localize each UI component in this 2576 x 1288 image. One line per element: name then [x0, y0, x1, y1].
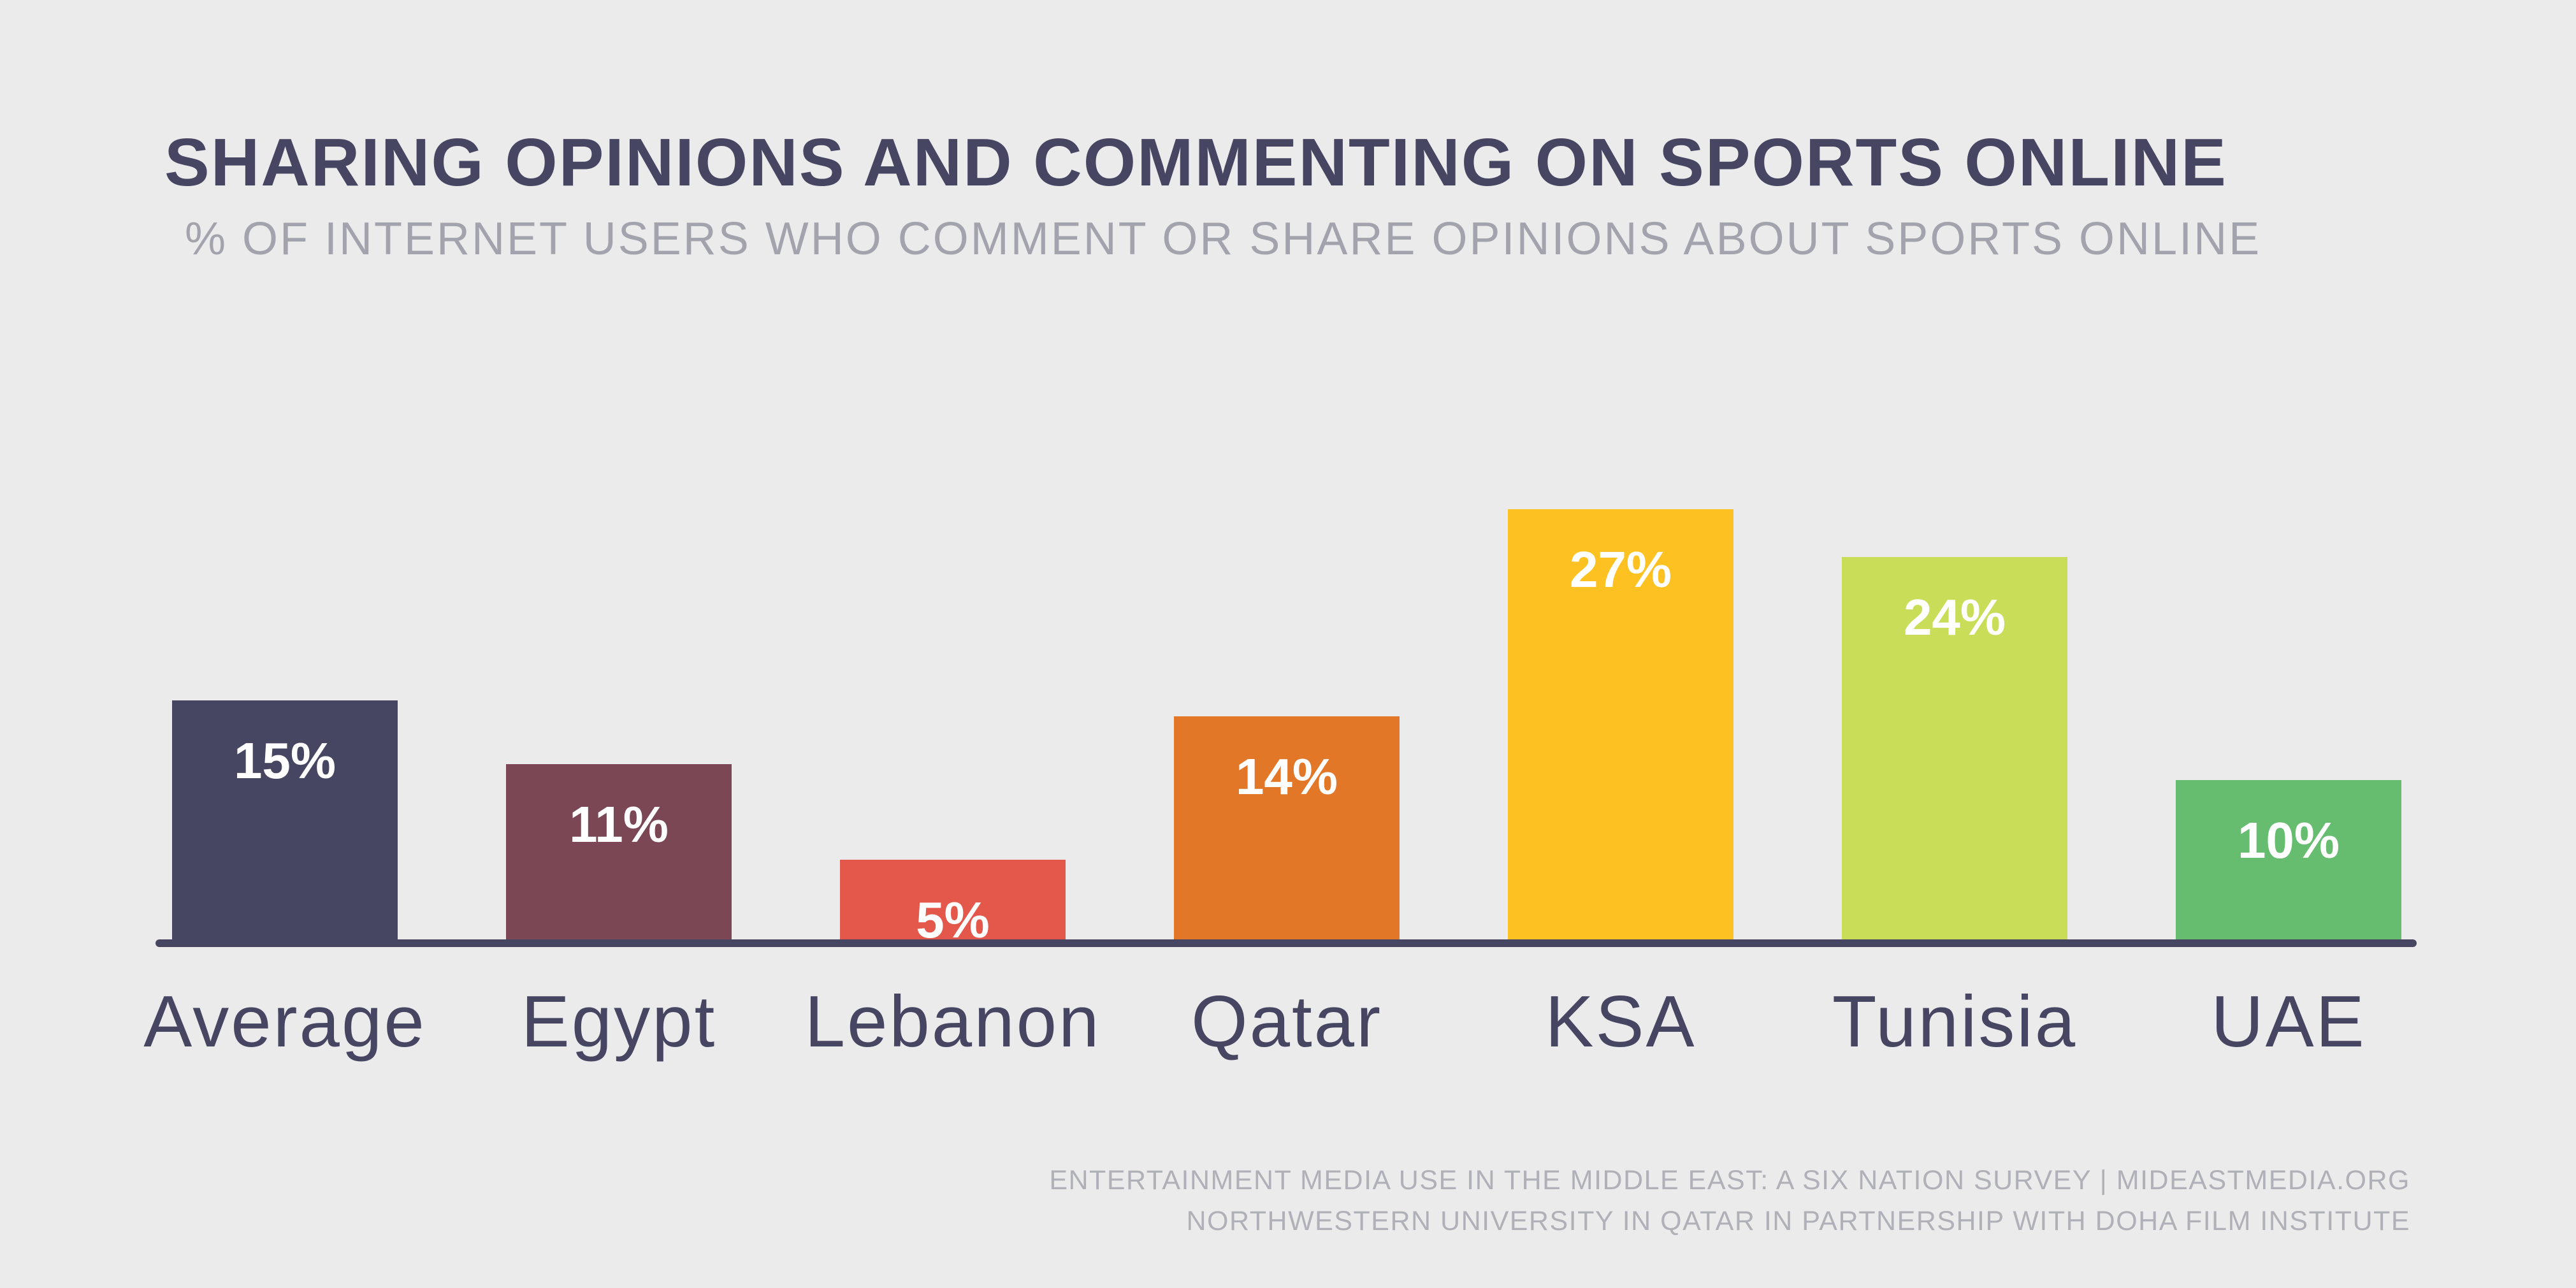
bar-qatar [1174, 716, 1400, 939]
bar-value-label-egypt: 11% [569, 796, 669, 853]
bars-layer: 15% 11% 5% 14% 27% 24% 10% [172, 509, 2401, 948]
bar-value-label-lebanon: 5% [916, 892, 990, 948]
bar-ksa [1508, 509, 1733, 939]
footer-line-1: ENTERTAINMENT MEDIA USE IN THE MIDDLE EA… [1049, 1165, 2410, 1196]
bar-uae [2176, 780, 2401, 939]
footer-line-2: NORTHWESTERN UNIVERSITY IN QATAR IN PART… [1186, 1206, 2410, 1236]
bar-value-label-tunisia: 24% [1904, 589, 2006, 646]
category-label-uae: UAE [2211, 981, 2366, 1062]
category-label-egypt: Egypt [521, 981, 717, 1062]
bar-value-label-average: 15% [234, 732, 336, 789]
bar-value-label-uae: 10% [2238, 812, 2340, 869]
chart-title: SHARING OPINIONS AND COMMENTING ON SPORT… [164, 125, 2227, 200]
category-label-average: Average [143, 981, 426, 1062]
category-label-ksa: KSA [1545, 981, 1696, 1062]
category-label-lebanon: Lebanon [805, 981, 1101, 1062]
chart-subtitle: % OF INTERNET USERS WHO COMMENT OR SHARE… [185, 213, 2262, 264]
category-label-tunisia: Tunisia [1832, 981, 2077, 1062]
category-labels-layer: Average Egypt Lebanon Qatar KSA Tunisia UAE [143, 981, 2366, 1062]
source-footer: ENTERTAINMENT MEDIA USE IN THE MIDDLE EA… [1049, 1160, 2410, 1241]
bar-egypt [506, 764, 732, 939]
bar-value-label-qatar: 14% [1236, 748, 1338, 805]
bar-average [172, 700, 398, 939]
bar-lebanon [840, 860, 1066, 939]
category-label-qatar: Qatar [1191, 981, 1382, 1062]
bar-tunisia [1842, 557, 2067, 939]
bar-value-label-ksa: 27% [1570, 541, 1672, 598]
